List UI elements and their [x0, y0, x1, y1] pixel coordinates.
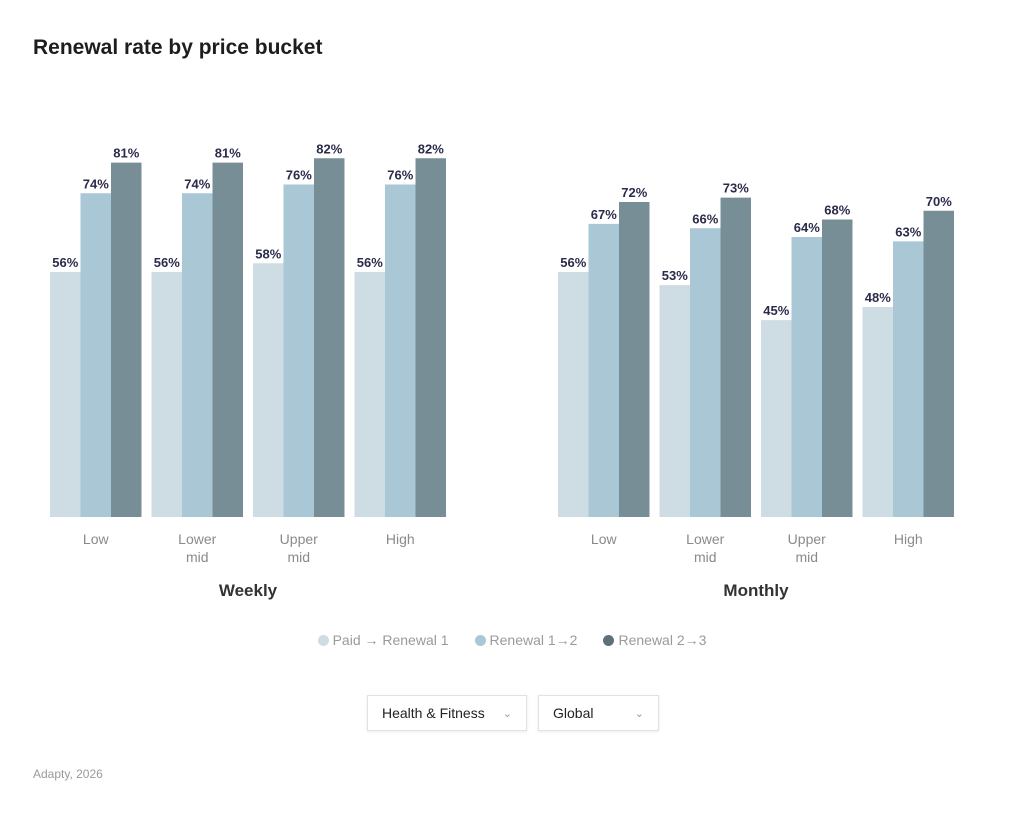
chevron-down-icon: ⌄ — [502, 707, 512, 720]
region-dropdown[interactable]: Global ⌄ — [538, 695, 659, 731]
data-label: 45% — [763, 303, 789, 318]
data-label: 76% — [286, 168, 312, 183]
page-title: Renewal rate by price bucket — [33, 36, 323, 59]
bar[interactable] — [588, 223, 620, 517]
legend-label: Renewal 2→3 — [618, 632, 707, 648]
region-value: Global — [553, 705, 594, 721]
data-label: 66% — [692, 211, 718, 226]
legend-dot — [603, 634, 615, 646]
category-label: High — [894, 531, 923, 547]
category-dropdown[interactable]: Health & Fitness ⌄ — [367, 695, 527, 731]
data-label: 48% — [865, 290, 891, 305]
chart-title: Weekly — [219, 581, 278, 600]
bar[interactable] — [354, 272, 386, 517]
category-value: Health & Fitness — [382, 705, 485, 721]
category-label: Low — [83, 531, 110, 547]
bar[interactable] — [720, 197, 752, 517]
category-label: High — [386, 531, 415, 547]
bar[interactable] — [151, 272, 183, 517]
bar[interactable] — [558, 272, 589, 517]
bar[interactable] — [182, 193, 213, 517]
data-label: 82% — [418, 141, 444, 156]
data-label: 64% — [794, 220, 820, 235]
category-label: Upper — [280, 531, 318, 547]
category-label: mid — [795, 549, 818, 565]
bar[interactable] — [50, 272, 81, 517]
data-label: 70% — [926, 194, 952, 209]
category-label: mid — [694, 549, 717, 565]
bar[interactable] — [415, 158, 447, 517]
data-label: 53% — [662, 268, 688, 283]
category-label: Low — [591, 531, 618, 547]
data-label: 67% — [591, 207, 617, 222]
legend-label: Renewal 1→2 — [489, 632, 578, 648]
bar[interactable] — [822, 219, 853, 518]
bar[interactable] — [619, 202, 650, 517]
data-label: 76% — [387, 168, 413, 183]
data-label: 74% — [83, 176, 109, 191]
bar[interactable] — [761, 320, 792, 517]
bar[interactable] — [659, 285, 691, 517]
data-label: 74% — [184, 176, 210, 191]
bar[interactable] — [385, 184, 416, 518]
legend-item-paid-renewal1[interactable]: Paid → Renewal 1 — [317, 632, 449, 648]
bar[interactable] — [791, 237, 823, 517]
bar[interactable] — [283, 184, 315, 518]
data-label: 81% — [113, 146, 139, 161]
data-label: 72% — [621, 185, 647, 200]
bar[interactable] — [80, 193, 112, 517]
footer-credit: Adapty, 2026 — [33, 767, 103, 781]
bar[interactable] — [690, 228, 721, 517]
category-label: Lower — [686, 531, 724, 547]
data-label: 63% — [895, 224, 921, 239]
bar[interactable] — [253, 263, 284, 517]
bar[interactable] — [314, 158, 345, 517]
bar[interactable] — [111, 162, 142, 517]
legend-dot — [474, 634, 486, 646]
bar[interactable] — [893, 241, 924, 517]
data-label: 56% — [560, 255, 586, 270]
category-label: mid — [287, 549, 310, 565]
data-label: 56% — [52, 255, 78, 270]
category-label: Upper — [788, 531, 826, 547]
data-label: 56% — [357, 255, 383, 270]
chart-title: Monthly — [723, 581, 789, 600]
legend: Paid → Renewal 1 Renewal 1→2 Renewal 2→3 — [0, 632, 1024, 648]
chevron-down-icon: ⌄ — [634, 707, 644, 720]
legend-label: Paid → Renewal 1 — [332, 632, 449, 648]
bar[interactable] — [212, 162, 244, 517]
data-label: 81% — [215, 146, 241, 161]
legend-item-renewal2-3[interactable]: Renewal 2→3 — [603, 632, 706, 648]
category-label: mid — [186, 549, 209, 565]
legend-item-renewal1-2[interactable]: Renewal 1→2 — [474, 632, 578, 648]
data-label: 68% — [824, 203, 850, 218]
data-label: 73% — [723, 181, 749, 196]
bar[interactable] — [862, 307, 894, 517]
data-label: 58% — [255, 246, 281, 261]
category-label: Lower — [178, 531, 216, 547]
legend-dot — [317, 634, 329, 646]
data-label: 82% — [316, 141, 342, 156]
bar[interactable] — [923, 210, 955, 517]
data-label: 56% — [154, 255, 180, 270]
